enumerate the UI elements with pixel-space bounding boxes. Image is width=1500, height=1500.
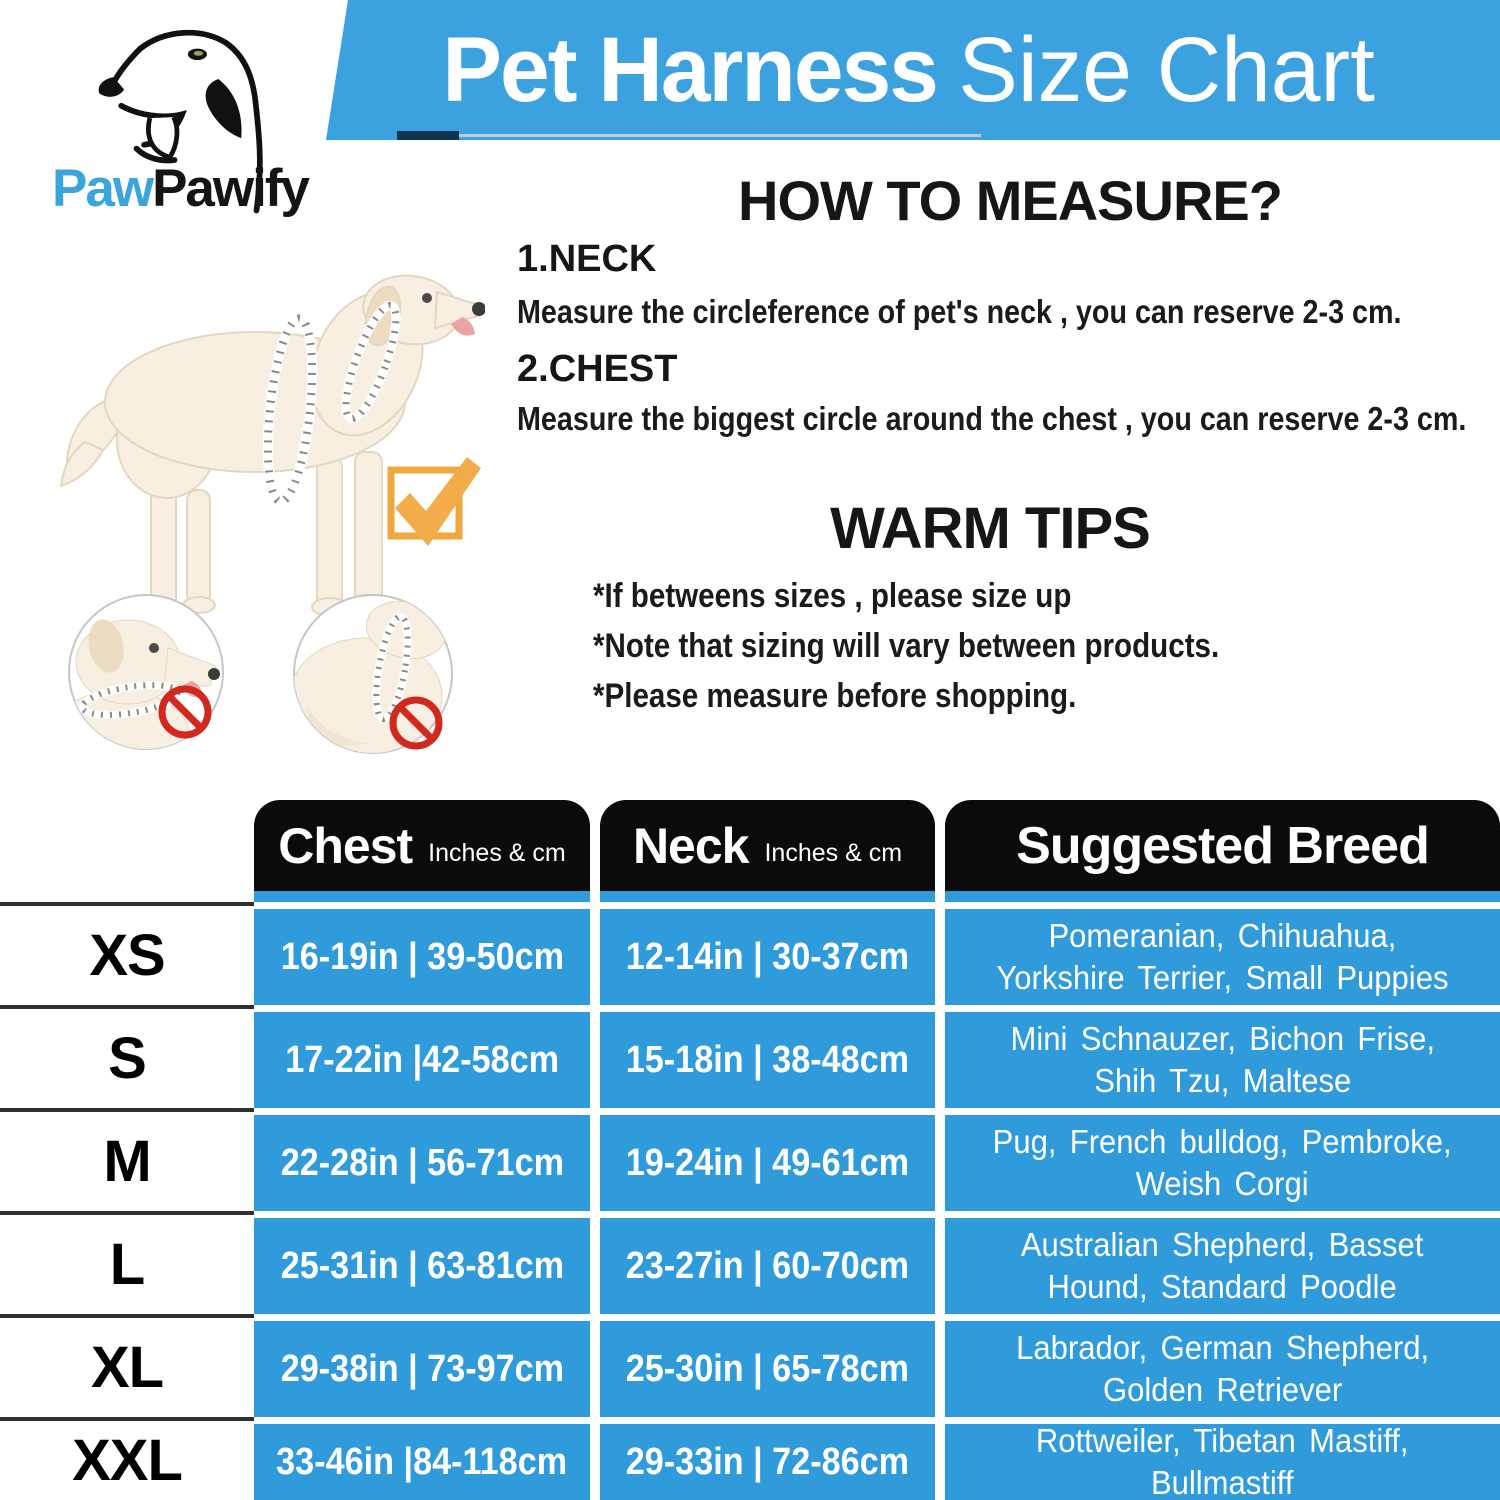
step-neck-text: Measure the circleference of pet's neck …	[517, 293, 1402, 330]
breed-value-xs: Pomeranian, Chihuahua, Yorkshire Terrier…	[945, 902, 1500, 1005]
warm-tip-2: *Note that sizing will vary between prod…	[593, 627, 1220, 665]
neck-value-l: 23-27in | 60-70cm	[600, 1211, 935, 1314]
column-header-chest: Chest Inches & cm	[254, 800, 590, 902]
neck-value-m: 19-24in | 49-61cm	[600, 1108, 935, 1211]
chest-value-xs: 16-19in | 39-50cm	[254, 902, 590, 1005]
measuring-tape-neck	[341, 300, 401, 424]
red-no-symbol-icon	[158, 685, 212, 739]
neck-value-xl: 25-30in | 65-78cm	[600, 1314, 935, 1417]
column-header-neck: Neck Inches & cm	[600, 800, 935, 902]
brand-name-blue: Paw	[52, 159, 154, 218]
breed-value-xxl: Rottweiler, Tibetan Mastiff, Bullmastiff	[945, 1417, 1500, 1500]
neck-value-s: 15-18in | 38-48cm	[600, 1005, 935, 1108]
brand-name-black: Pawify	[152, 159, 310, 218]
orange-checkmark-icon	[387, 457, 481, 546]
title-banner: Pet Harness Size Chart	[326, 0, 1500, 140]
breed-value-l: Australian Shepherd, Basset Hound, Stand…	[945, 1211, 1500, 1314]
chest-value-s: 17-22in |42-58cm	[254, 1005, 590, 1108]
size-label-xxl: XXL	[0, 1417, 254, 1500]
size-label-xl: XL	[0, 1314, 254, 1417]
chest-header-title: Chest	[278, 817, 413, 874]
dog-measuring-illustration	[59, 274, 485, 624]
step-chest-label: 2.CHEST	[517, 348, 678, 390]
warm-tip-3: *Please measure before shopping.	[593, 677, 1077, 715]
chest-value-m: 22-28in | 56-71cm	[254, 1108, 590, 1211]
warm-tips-heading: WARM TIPS	[830, 496, 1151, 561]
step-chest-text: Measure the biggest circle around the ch…	[517, 400, 1467, 437]
red-no-symbol-icon	[389, 696, 443, 750]
chest-header-subtitle: Inches & cm	[428, 839, 566, 867]
logo-dog-head-icon	[98, 29, 263, 214]
banner-fold-accent	[397, 131, 459, 140]
chest-value-xl: 29-38in | 73-97cm	[254, 1314, 590, 1417]
breed-value-m: Pug, French bulldog, Pembroke, Weish Cor…	[945, 1108, 1500, 1211]
size-label-l: L	[0, 1211, 254, 1314]
neck-value-xxl: 29-33in | 72-86cm	[600, 1417, 935, 1500]
size-label-xs: XS	[0, 902, 254, 1005]
breed-value-xl: Labrador, German Shepherd, Golden Retrie…	[945, 1314, 1500, 1417]
brand-name: PawPawify	[52, 158, 310, 219]
wrong-chest-measure-inset	[293, 594, 453, 754]
step-neck-label: 1.NECK	[517, 238, 657, 280]
size-label-m: M	[0, 1108, 254, 1211]
how-to-measure-heading: HOW TO MEASURE?	[738, 169, 1283, 232]
chest-value-l: 25-31in | 63-81cm	[254, 1211, 590, 1314]
size-label-s: S	[0, 1005, 254, 1108]
warm-tip-1: *If betweens sizes , please size up	[593, 577, 1072, 615]
page-title-bold: Pet Harness	[442, 18, 939, 121]
column-header-breed: Suggested Breed	[945, 800, 1500, 902]
measuring-tape-chest	[262, 313, 318, 507]
page-title: Pet Harness Size Chart	[443, 18, 1376, 123]
size-table: Chest Inches & cm Neck Inches & cm Sugge…	[0, 800, 1500, 1500]
page-title-light: Size Chart	[958, 18, 1376, 121]
neck-value-xs: 12-14in | 30-37cm	[600, 902, 935, 1005]
neck-header-subtitle: Inches & cm	[764, 839, 903, 867]
wrong-neck-measure-inset	[68, 594, 224, 750]
breed-value-s: Mini Schnauzer, Bichon Frise, Shih Tzu, …	[945, 1005, 1500, 1108]
chest-value-xxl: 33-46in |84-118cm	[254, 1417, 590, 1500]
neck-header-title: Neck	[632, 817, 750, 874]
banner-underline	[459, 134, 981, 137]
breed-header-title: Suggested Breed	[1016, 816, 1430, 875]
